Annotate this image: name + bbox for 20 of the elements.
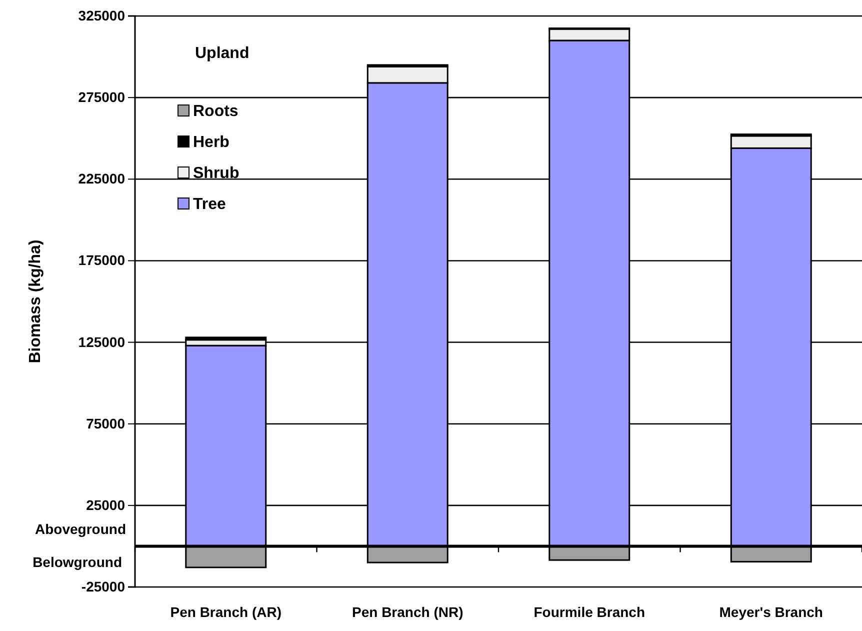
legend-label: Shrub bbox=[193, 165, 240, 182]
y-tick-label: -25000 bbox=[81, 578, 126, 594]
x-tick-label: Fourmile Branch bbox=[534, 604, 645, 620]
y-tick-label: 175000 bbox=[78, 252, 126, 268]
annotation: Upland bbox=[195, 45, 250, 62]
x-tick-label: Pen Branch (AR) bbox=[170, 604, 282, 620]
x-tick-label: Meyer's Branch bbox=[719, 604, 823, 620]
text: Belowground bbox=[32, 554, 122, 570]
x-tick-label: Pen Branch (NR) bbox=[352, 604, 464, 620]
text: Aboveground bbox=[35, 521, 126, 538]
y-tick-label: 325000 bbox=[78, 7, 126, 24]
legend-label: Roots bbox=[193, 103, 238, 120]
y-tick-label: 225000 bbox=[78, 170, 126, 187]
y-tick-label: 125000 bbox=[78, 334, 126, 350]
y-tick-label: 75000 bbox=[86, 415, 126, 432]
y-tick-label: 25000 bbox=[86, 496, 126, 513]
legend-label: Herb bbox=[193, 134, 230, 151]
y-axis-title: Biomass (kg/ha) bbox=[27, 240, 44, 364]
legend-label: Tree bbox=[193, 196, 226, 213]
y-tick-label: 275000 bbox=[78, 89, 126, 106]
